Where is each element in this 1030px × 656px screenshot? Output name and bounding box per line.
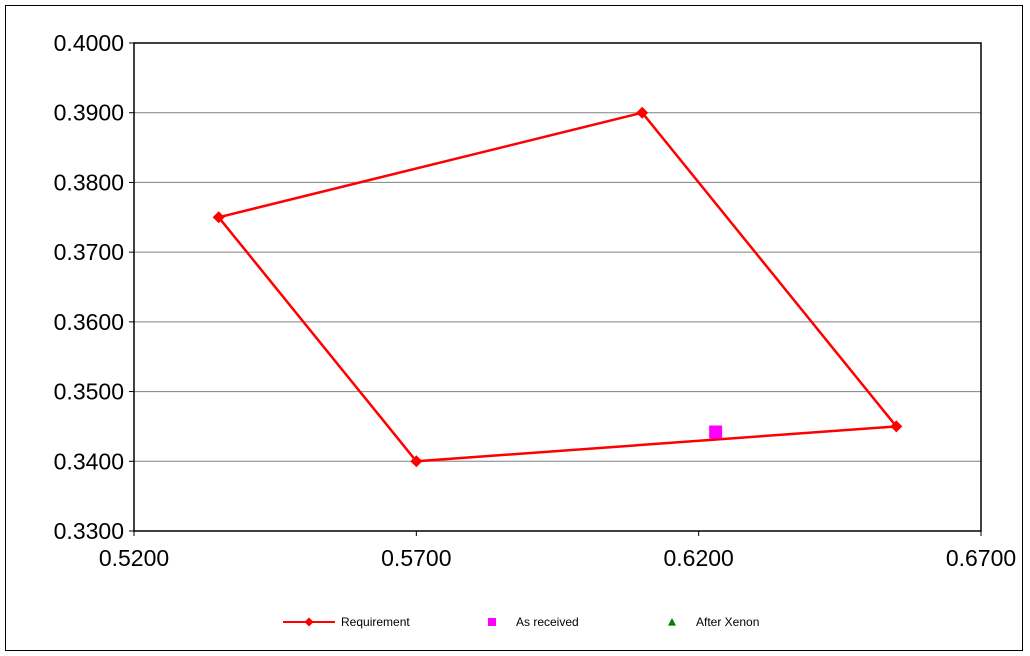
y-tick-label: 0.3700 [54, 239, 124, 265]
legend-item-after-xenon: After Xenon [668, 615, 759, 629]
legend-item-as-received: As received [488, 615, 579, 629]
requirement-point [410, 455, 423, 468]
y-tick-label: 0.3400 [54, 448, 124, 474]
x-axis-ticks: 0.5200 0.5700 0.6200 0.6700 [99, 531, 1016, 571]
y-tick-label: 0.3300 [54, 518, 124, 544]
x-tick-label: 0.5200 [99, 545, 169, 571]
legend-label: After Xenon [696, 615, 759, 629]
requirement-point [212, 211, 225, 224]
axes [133, 42, 982, 532]
legend-marker [668, 618, 676, 626]
legend-item-requirement: Requirement [283, 615, 410, 629]
requirement-point [636, 106, 649, 119]
y-tick-label: 0.3800 [54, 169, 124, 195]
y-tick-label: 0.3600 [54, 309, 124, 335]
legend-label: Requirement [341, 615, 410, 629]
legend-label: As received [516, 615, 579, 629]
plot-border [133, 42, 982, 532]
data-series [212, 106, 903, 468]
y-tick-label: 0.4000 [54, 30, 124, 56]
x-tick-label: 0.6200 [663, 545, 733, 571]
as-received-point [709, 425, 723, 439]
legend: Requirement As received After Xenon [283, 615, 759, 629]
x-tick-label: 0.5700 [381, 545, 451, 571]
legend-marker [488, 618, 496, 626]
y-tick-label: 0.3500 [54, 379, 124, 405]
x-tick-label: 0.6700 [946, 545, 1016, 571]
y-tick-label: 0.3900 [54, 100, 124, 126]
requirement-point [890, 420, 903, 433]
plot-area [134, 43, 981, 531]
legend-marker [304, 617, 314, 627]
y-axis-ticks: 0.3300 0.3400 0.3500 0.3600 0.3700 0.3800 0.39… [54, 30, 134, 544]
